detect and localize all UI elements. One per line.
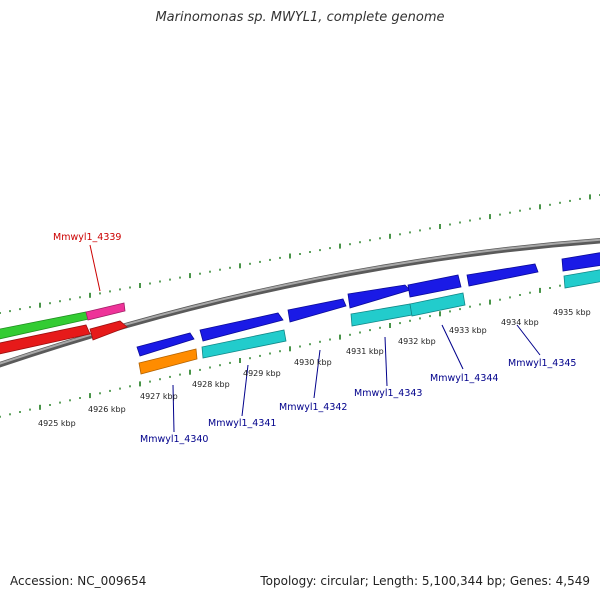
tick-label: 4932 kbp <box>398 337 436 346</box>
gene-mmwyl1-4340-neighbor[interactable] <box>136 332 195 357</box>
outer-feature-track <box>0 302 128 356</box>
gene-red-1[interactable] <box>0 324 91 356</box>
callout-4340 <box>172 384 175 433</box>
gene-blue-edge[interactable] <box>561 251 600 272</box>
gene-blue-5[interactable] <box>407 274 462 298</box>
genome-backbone <box>0 238 600 368</box>
tick-label: 4930 kbp <box>294 358 332 367</box>
ruler-tick-labels: 4925 kbp 4926 kbp 4927 kbp 4928 kbp 4929 kbp… <box>38 308 591 428</box>
genome-backbone-highlight <box>0 238 600 365</box>
gene-label-mmwyl1-4344[interactable]: Mmwyl1_4344 <box>430 373 498 384</box>
callout-4344 <box>441 324 464 370</box>
gene-mmwyl1-4341[interactable] <box>201 329 287 359</box>
outer-ruler-dots <box>0 194 600 314</box>
inner-feature-track <box>136 251 600 375</box>
gene-mmwyl1-4344[interactable] <box>409 292 466 317</box>
gene-red-2[interactable] <box>89 320 128 341</box>
accession-text: Accession: NC_009654 <box>10 574 147 588</box>
gene-mmwyl1-4343[interactable] <box>350 303 413 327</box>
tick-label: 4929 kbp <box>243 369 281 378</box>
callout-4342 <box>313 349 321 399</box>
callout-4343 <box>384 336 388 387</box>
callout-4345 <box>516 324 541 356</box>
gene-mmwyl1-4342[interactable] <box>287 298 347 323</box>
gene-label-mmwyl1-4340[interactable]: Mmwyl1_4340 <box>140 434 208 445</box>
callout-4339 <box>89 244 101 292</box>
tick-label: 4927 kbp <box>140 392 178 401</box>
gene-label-mmwyl1-4342[interactable]: Mmwyl1_4342 <box>279 402 347 413</box>
tick-label: 4933 kbp <box>449 326 487 335</box>
gene-label-mmwyl1-4345[interactable]: Mmwyl1_4345 <box>508 358 576 369</box>
callout-lines <box>89 244 541 433</box>
callout-4341 <box>241 364 249 417</box>
tick-label: 4926 kbp <box>88 405 126 414</box>
tick-label: 4925 kbp <box>38 419 76 428</box>
gene-label-mmwyl1-4343[interactable]: Mmwyl1_4343 <box>354 388 422 399</box>
gene-blue-2[interactable] <box>199 312 284 342</box>
gene-mmwyl1-4345[interactable] <box>466 263 539 287</box>
gene-label-mmwyl1-4341[interactable]: Mmwyl1_4341 <box>208 418 276 429</box>
gene-magenta[interactable] <box>85 302 126 321</box>
tick-label: 4931 kbp <box>346 347 384 356</box>
gene-mmwyl1-4340[interactable] <box>138 348 198 375</box>
map-title: Marinomonas sp. MWYL1, complete genome <box>155 10 445 25</box>
tick-label: 4928 kbp <box>192 380 230 389</box>
gene-labels: Mmwyl1_4339Mmwyl1_4340Mmwyl1_4341Mmwyl1_… <box>53 232 576 445</box>
gene-blue-4[interactable] <box>347 284 411 309</box>
genome-summary-text: Topology: circular; Length: 5,100,344 bp… <box>260 574 590 588</box>
tick-label: 4934 kbp <box>501 318 539 327</box>
gene-cyan-edge[interactable] <box>563 268 600 289</box>
gene-label-mmwyl1-4339[interactable]: Mmwyl1_4339 <box>53 232 121 243</box>
tick-label: 4935 kbp <box>553 308 591 317</box>
